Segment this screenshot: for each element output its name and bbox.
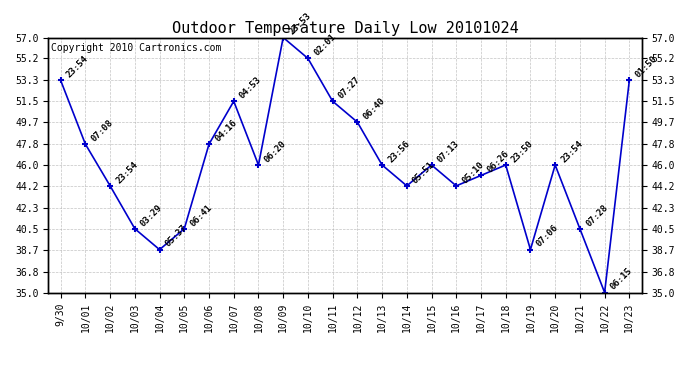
Text: 06:20: 06:20 [263,139,288,164]
Text: 23:54: 23:54 [560,139,584,164]
Text: 06:26: 06:26 [485,149,511,175]
Text: 07:13: 07:13 [435,139,461,164]
Text: 23:53: 23:53 [287,11,313,37]
Title: Outdoor Temperature Daily Low 20101024: Outdoor Temperature Daily Low 20101024 [172,21,518,36]
Text: 23:54: 23:54 [65,54,90,80]
Text: 04:16: 04:16 [213,118,239,143]
Text: 23:56: 23:56 [386,139,412,164]
Text: 07:27: 07:27 [337,75,362,100]
Text: 05:37: 05:37 [164,224,189,249]
Text: 06:41: 06:41 [188,202,214,228]
Text: 05:51: 05:51 [411,160,436,185]
Text: 03:29: 03:29 [139,202,164,228]
Text: 07:06: 07:06 [535,224,560,249]
Text: 05:10: 05:10 [460,160,486,185]
Text: 07:08: 07:08 [90,118,115,143]
Text: 06:40: 06:40 [362,96,387,122]
Text: 02:01: 02:01 [312,32,337,58]
Text: 07:28: 07:28 [584,202,609,228]
Text: 04:53: 04:53 [238,75,264,100]
Text: 23:54: 23:54 [115,160,139,185]
Text: Copyright 2010 Cartronics.com: Copyright 2010 Cartronics.com [51,43,221,52]
Text: 06:15: 06:15 [609,266,634,292]
Text: 23:50: 23:50 [510,139,535,164]
Text: 01:50: 01:50 [633,54,659,80]
